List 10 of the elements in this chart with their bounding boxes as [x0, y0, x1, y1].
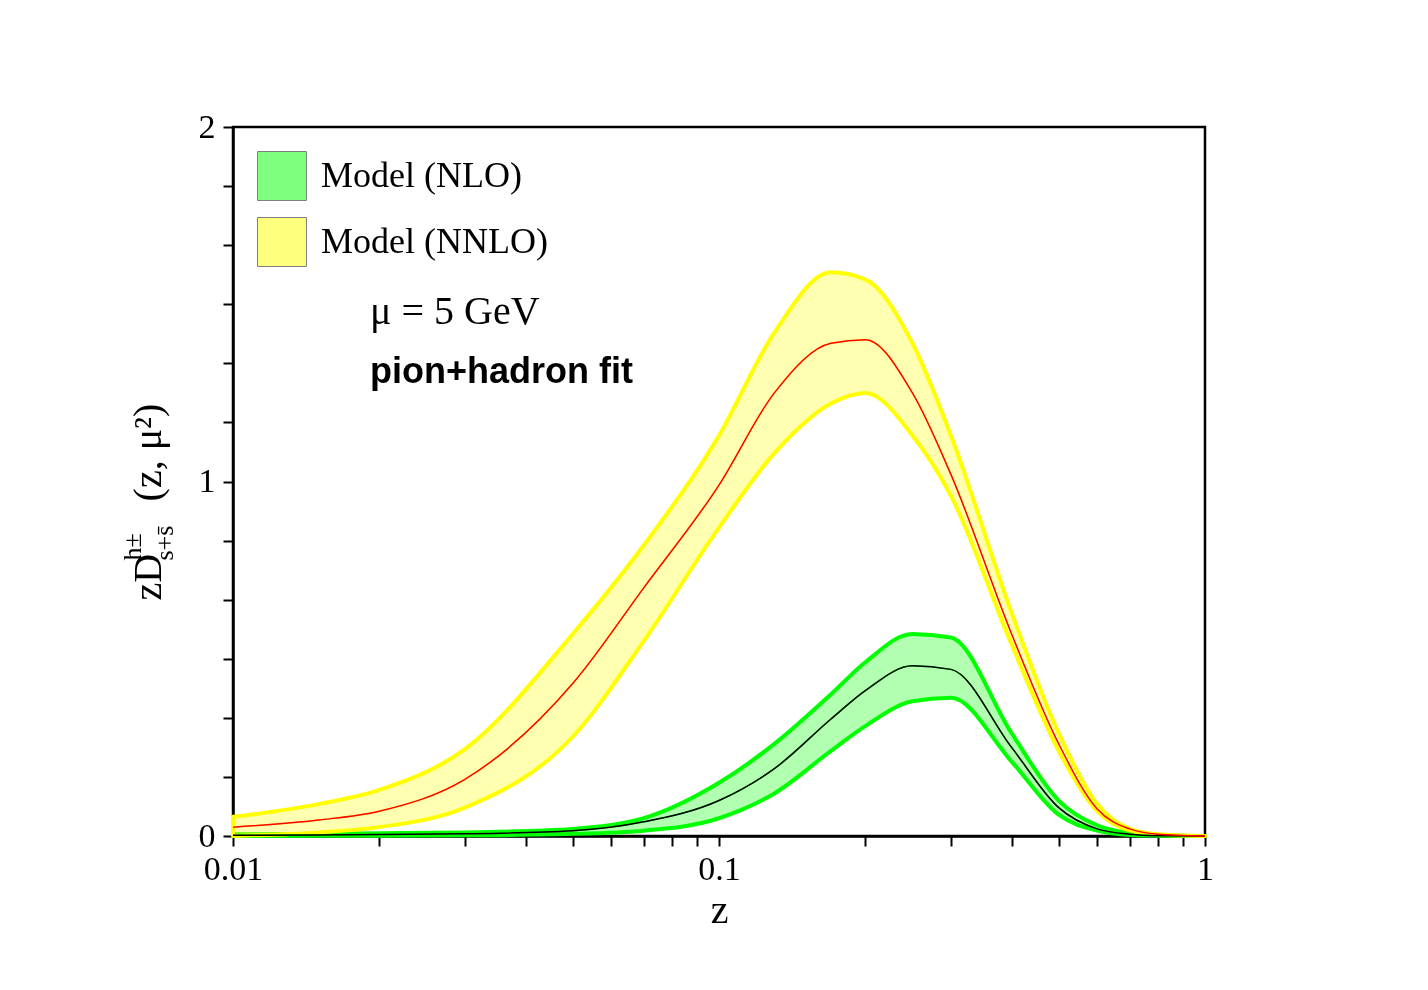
legend-label: Model (NLO) — [321, 155, 522, 195]
y-tick-label: 1 — [198, 462, 216, 499]
legend-label: Model (NNLO) — [321, 221, 548, 261]
annotation: μ = 5 GeV — [370, 288, 540, 333]
y-axis-title: zDh±s+s̄(z, μ²) — [118, 403, 179, 601]
x-axis-title: z — [710, 886, 729, 932]
x-tick-label: 1 — [1197, 849, 1214, 887]
annotation: pion+hadron fit — [370, 350, 633, 391]
x-tick-label: 0.1 — [698, 849, 741, 887]
y-tick-label: 2 — [198, 107, 216, 145]
